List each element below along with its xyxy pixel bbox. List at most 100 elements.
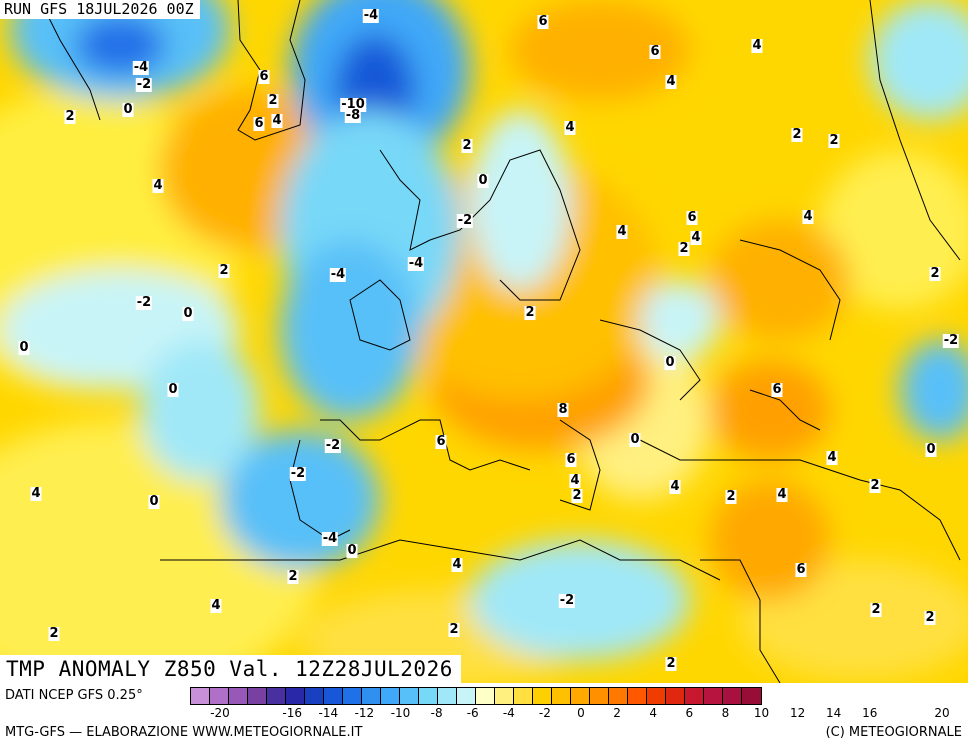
contour-label: 2 <box>929 266 941 281</box>
legend-tick-label: 14 <box>826 706 842 720</box>
legend-swatch <box>590 688 609 704</box>
contour-label: 4 <box>669 479 681 494</box>
legend-swatch <box>704 688 723 704</box>
contour-label: 2 <box>48 626 60 641</box>
contour-label: -4 <box>132 60 150 75</box>
contour-label: 6 <box>253 116 265 131</box>
legend-tick-label: 12 <box>789 706 806 720</box>
legend-swatch <box>647 688 666 704</box>
footer: DATI NCEP GFS 0.25° -20 -16 -14 -12 -10 -8 -6-… <box>0 683 968 745</box>
contour-label: -2 <box>558 593 576 608</box>
legend-swatch <box>476 688 495 704</box>
legend-swatch <box>571 688 590 704</box>
legend-tick-label: 10 <box>753 706 770 720</box>
legend-swatch <box>628 688 647 704</box>
legend-swatch <box>742 688 761 704</box>
contour-label: 0 <box>122 102 134 117</box>
contour-label: 0 <box>477 173 489 188</box>
contour-label: 4 <box>451 557 463 572</box>
contour-label: 6 <box>686 210 698 225</box>
legend-swatch <box>419 688 438 704</box>
legend-swatch <box>286 688 305 704</box>
contour-label: 0 <box>629 432 641 447</box>
legend-swatch <box>191 688 210 704</box>
contour-label: 4 <box>271 113 283 128</box>
credit-right: (C) METEOGIORNALE <box>825 725 962 740</box>
contour-label: -2 <box>324 438 342 453</box>
contour-label: 4 <box>210 598 222 613</box>
contour-label: 0 <box>167 382 179 397</box>
contour-label: 6 <box>771 382 783 397</box>
map-title: TMP ANOMALY Z850 Val. 12Z28JUL2026 <box>0 655 461 683</box>
legend-tick-label: -14 <box>318 706 339 720</box>
legend-swatch <box>400 688 419 704</box>
legend-swatch <box>533 688 552 704</box>
legend-swatch <box>248 688 267 704</box>
contour-label: 2 <box>791 127 803 142</box>
contour-label: 6 <box>649 44 661 59</box>
contour-label: 2 <box>924 610 936 625</box>
legend-swatch <box>267 688 286 704</box>
contour-label: -2 <box>135 295 153 310</box>
legend-tick-label: -10 <box>390 706 411 720</box>
contour-label: 6 <box>795 562 807 577</box>
contour-label: 4 <box>751 38 763 53</box>
contour-label: 2 <box>571 488 583 503</box>
legend-swatch <box>457 688 476 704</box>
contour-label: 4 <box>30 486 42 501</box>
contour-label: -4 <box>407 256 425 271</box>
legend-tick-label: 16 <box>862 706 878 720</box>
contour-label: 0 <box>148 494 160 509</box>
contour-label: -4 <box>362 8 380 23</box>
legend-swatch <box>495 688 514 704</box>
legend-swatch <box>438 688 457 704</box>
legend-ticks: -20 -16 -14 -12 -10 -8 -6 -4 -2 0 2 4 6 8 10 12 14 16 20 <box>190 706 968 722</box>
legend-tick-label: 8 <box>721 706 730 720</box>
legend-tick-label: -20 <box>210 706 230 720</box>
contour-label: -10 <box>340 97 366 112</box>
contour-label: 2 <box>524 305 536 320</box>
contour-label: 6 <box>258 69 270 84</box>
contour-label: 0 <box>664 355 676 370</box>
contour-label: 2 <box>828 133 840 148</box>
color-legend <box>190 687 762 705</box>
contour-label: 2 <box>725 489 737 504</box>
contour-label: -2 <box>289 466 307 481</box>
legend-swatch <box>666 688 685 704</box>
legend-tick-label: -2 <box>538 706 551 720</box>
coastlines <box>39 0 961 683</box>
legend-swatch <box>324 688 343 704</box>
contour-label: 2 <box>448 622 460 637</box>
legend-swatch <box>305 688 324 704</box>
legend-swatch <box>362 688 381 704</box>
contour-label: 2 <box>267 93 279 108</box>
contour-label: 2 <box>218 263 230 278</box>
contour-label: 4 <box>826 450 838 465</box>
contour-label: 4 <box>616 224 628 239</box>
contour-label: 0 <box>18 340 30 355</box>
contour-label: 2 <box>870 602 882 617</box>
contour-label: 6 <box>537 14 549 29</box>
legend-tick-label: -6 <box>466 706 479 720</box>
anomaly-map <box>0 0 968 683</box>
contour-label: 0 <box>925 442 937 457</box>
contour-label: 4 <box>690 230 702 245</box>
contour-label: 2 <box>287 569 299 584</box>
contour-label: 6 <box>565 452 577 467</box>
legend-swatch <box>210 688 229 704</box>
legend-tick-label: -4 <box>502 706 515 720</box>
contour-label: 0 <box>182 306 194 321</box>
data-source-label: DATI NCEP GFS 0.25° <box>5 688 143 703</box>
legend-tick-label: -12 <box>354 706 375 720</box>
legend-swatch <box>343 688 362 704</box>
legend-swatch <box>229 688 248 704</box>
contour-label: 0 <box>346 543 358 558</box>
contour-label: 6 <box>435 434 447 449</box>
contour-label: 4 <box>152 178 164 193</box>
contour-label: 2 <box>869 478 881 493</box>
legend-tick-label: -8 <box>430 706 443 720</box>
legend-swatch <box>723 688 742 704</box>
contour-label: -4 <box>329 267 347 282</box>
contour-label: -2 <box>942 333 960 348</box>
contour-label: 8 <box>557 402 569 417</box>
